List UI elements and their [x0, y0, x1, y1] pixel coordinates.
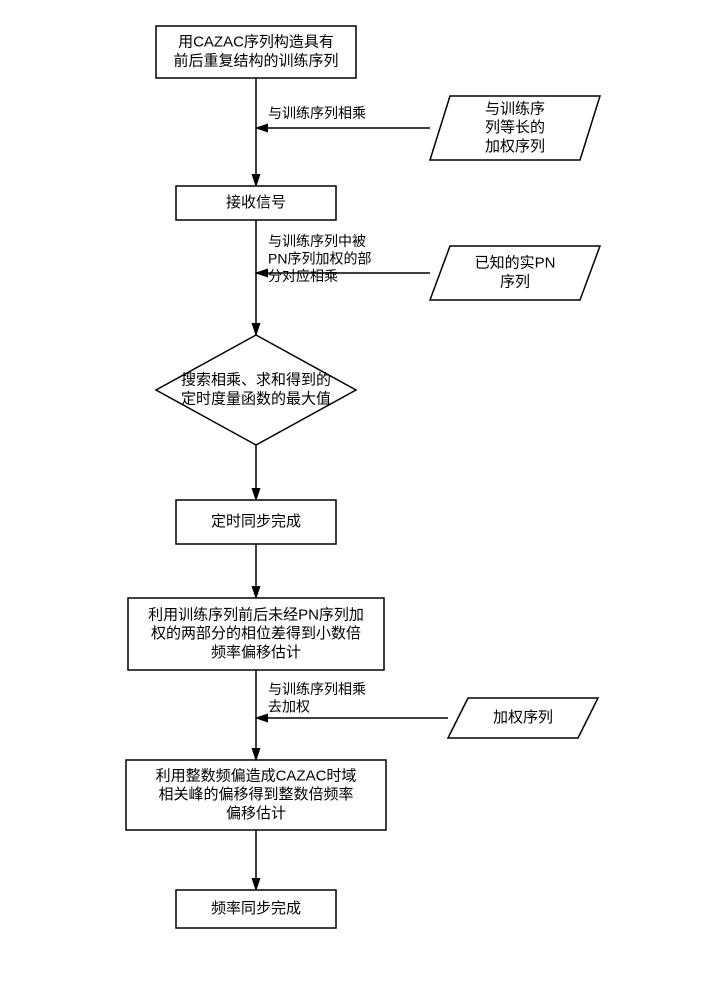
flowchart-node-n4: 已知的实PN序列 — [430, 246, 600, 300]
svg-text:接收信号: 接收信号 — [226, 194, 286, 211]
flowchart-edge-label-e1: 与训练序列相乘 — [268, 105, 366, 121]
svg-text:加权序列: 加权序列 — [493, 709, 553, 726]
flowchart-edge-label-e7: 与训练序列相乘去加权 — [268, 681, 366, 715]
svg-text:定时同步完成: 定时同步完成 — [211, 513, 301, 530]
flowchart-node-n2: 与训练序列等长的加权序列 — [430, 96, 600, 160]
flowchart-node-n7: 利用训练序列前后未经PN序列加权的两部分的相位差得到小数倍频率偏移估计 — [128, 598, 384, 670]
svg-text:搜索相乘、求和得到的定时度量函数的最大值: 搜索相乘、求和得到的定时度量函数的最大值 — [181, 372, 331, 408]
flowchart-node-n10: 频率同步完成 — [176, 890, 336, 928]
flowchart-node-n9: 利用整数频偏造成CAZAC时域相关峰的偏移得到整数倍频率偏移估计 — [126, 760, 386, 830]
flowchart-node-n3: 接收信号 — [176, 186, 336, 220]
svg-text:用CAZAC序列构造具有前后重复结构的训练序列: 用CAZAC序列构造具有前后重复结构的训练序列 — [173, 34, 338, 70]
flowchart-node-n6: 定时同步完成 — [176, 500, 336, 544]
flowchart-node-n5: 搜索相乘、求和得到的定时度量函数的最大值 — [156, 335, 356, 445]
flowchart-node-n8: 加权序列 — [448, 698, 598, 738]
svg-text:与训练序列等长的加权序列: 与训练序列等长的加权序列 — [485, 100, 545, 155]
flowchart-node-n1: 用CAZAC序列构造具有前后重复结构的训练序列 — [156, 26, 356, 78]
flowchart-edge-label-e3: 与训练序列中被PN序列加权的部分对应相乘 — [268, 233, 371, 284]
svg-text:频率同步完成: 频率同步完成 — [211, 900, 301, 917]
